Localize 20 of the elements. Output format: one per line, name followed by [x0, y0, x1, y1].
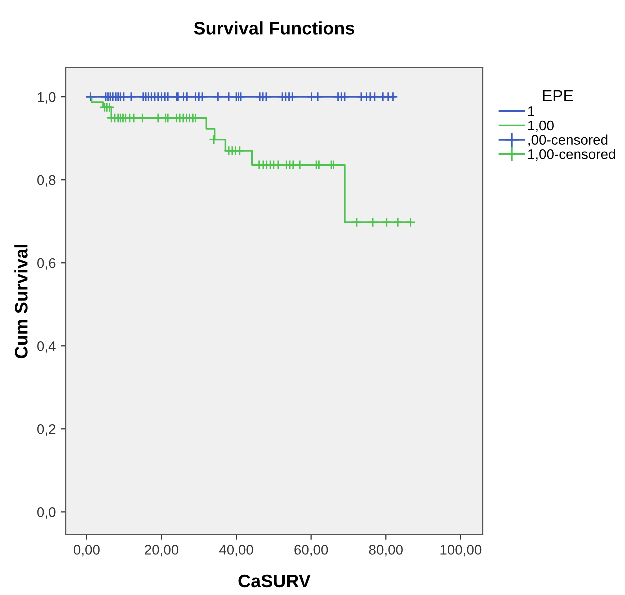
x-axis-title: CaSURV: [238, 574, 311, 588]
y-tick-label: 0,2: [38, 424, 56, 436]
y-tick-label: 0,6: [38, 258, 56, 270]
y-tick-label: 0,4: [38, 341, 56, 353]
x-tick-label: 100,00: [440, 545, 482, 557]
x-tick-label: 20,00: [145, 545, 179, 557]
x-tick-label: 80,00: [369, 545, 403, 557]
legend-label: 1,00: [528, 120, 554, 132]
x-tick-label: 40,00: [219, 545, 254, 557]
x-tick-label: 0,00: [74, 545, 100, 557]
legend-title: EPE: [543, 90, 574, 102]
chart-title: Survival Functions: [194, 22, 355, 35]
y-tick-label: 0,8: [38, 175, 56, 187]
y-axis-title: Cum Survival: [14, 245, 28, 358]
y-tick-label: 1,0: [38, 92, 56, 104]
legend-label: 1,00-censored: [528, 149, 616, 161]
y-tick-label: 0,0: [38, 508, 56, 519]
legend-label: ,00-censored: [528, 134, 608, 147]
legend-label: 1: [528, 106, 534, 116]
x-tick-label: 60,00: [294, 545, 328, 557]
